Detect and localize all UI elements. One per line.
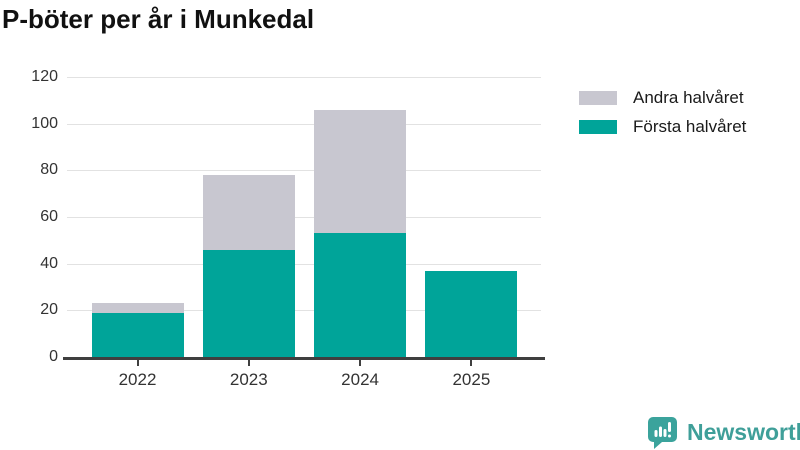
chart-title: P-böter per år i Munkedal: [2, 4, 315, 34]
y-gridline: [67, 170, 541, 172]
y-axis-tick-label: 20: [40, 301, 58, 319]
bar-andra-halvaret-2024: [314, 109, 407, 234]
x-axis-tick-label: 2024: [341, 370, 379, 389]
legend-swatch-forsta: [579, 120, 617, 134]
x-axis-tick: [470, 359, 473, 366]
y-axis-tick-label: 0: [49, 348, 58, 365]
bar-forsta-halvaret-2025: [425, 270, 518, 357]
newsworthy-icon: [648, 417, 677, 449]
x-axis-tick-label: 2022: [118, 370, 157, 389]
x-axis-tick: [136, 359, 139, 366]
x-axis-tick-label: 2023: [229, 370, 268, 389]
bar-forsta-halvaret-2023: [202, 249, 295, 357]
y-gridline: [67, 217, 541, 218]
bar-andra-halvaret-2023: [202, 175, 295, 250]
y-gridline: [67, 123, 541, 125]
y-axis-tick-label: 100: [31, 114, 58, 132]
newsworthy-wordmark: Newsworthy: [687, 419, 800, 445]
legend-item-forsta-halvaret: Första halvåret: [579, 117, 747, 136]
legend-label: Andra halvåret: [633, 88, 744, 107]
y-axis-tick-label: 40: [40, 254, 58, 272]
legend-swatch-andra: [579, 91, 617, 105]
newsworthy-logo: Newsworthy: [646, 415, 800, 450]
legend-label: Första halvåret: [633, 117, 747, 136]
y-axis-tick-label: 60: [40, 208, 58, 225]
bar-forsta-halvaret-2022: [91, 312, 184, 357]
legend-item-andra-halvaret: Andra halvåret: [579, 88, 746, 107]
x-axis-line: [63, 357, 545, 360]
y-gridline: [67, 310, 541, 312]
y-axis-tick-label: 120: [31, 68, 58, 85]
x-axis-tick-label: 2025: [452, 370, 491, 389]
bar-andra-halvaret-2022: [91, 303, 184, 313]
y-gridline: [67, 77, 541, 78]
y-gridline: [67, 263, 541, 265]
x-axis-tick: [359, 359, 362, 366]
bar-forsta-halvaret-2024: [314, 233, 407, 357]
legend: Andra halvåret Första halvåret: [579, 88, 747, 149]
x-axis-tick: [247, 359, 250, 366]
y-axis-tick-label: 80: [40, 161, 58, 179]
